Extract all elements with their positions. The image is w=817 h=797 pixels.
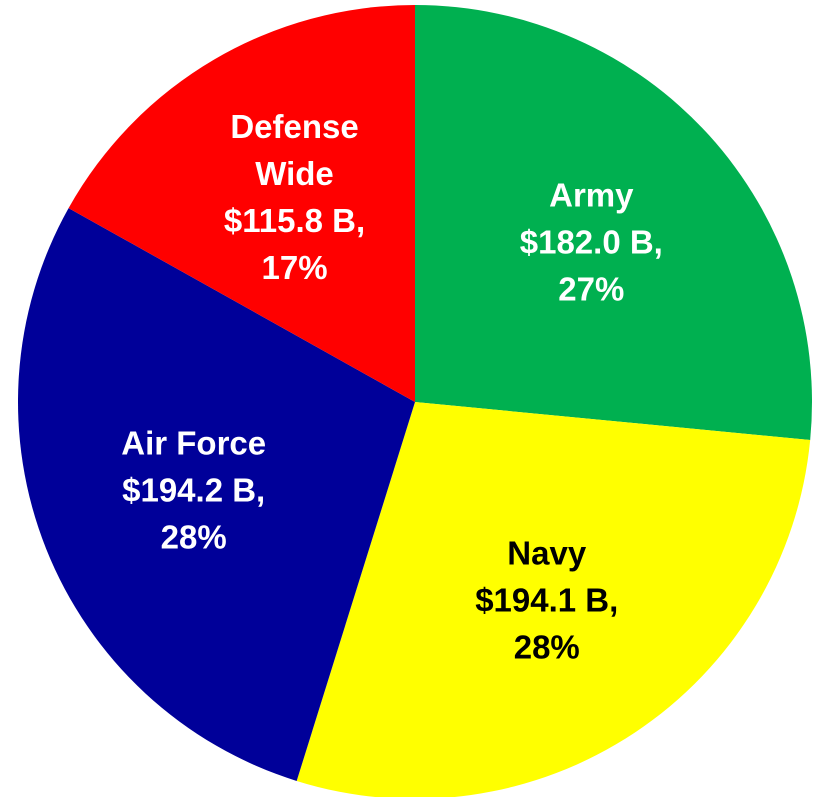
- value-label: $182.0 B,: [519, 223, 663, 261]
- category-label: Air Force: [121, 424, 267, 462]
- slice-label: Defense Wide $115.8 B, 17%: [187, 103, 402, 291]
- category-label: Defense Wide: [230, 107, 359, 192]
- category-label: Army: [549, 176, 634, 214]
- percent-label: 17%: [261, 248, 328, 286]
- percent-label: 28%: [513, 628, 580, 666]
- percent-label: 27%: [558, 270, 625, 308]
- slice-label: Navy $194.1 B, 28%: [439, 530, 654, 671]
- category-label: Navy: [507, 534, 587, 572]
- value-label: $194.1 B,: [475, 581, 619, 619]
- value-label: $194.2 B,: [122, 471, 266, 509]
- percent-label: 28%: [160, 518, 227, 556]
- pie-slice: [415, 5, 812, 441]
- pie-slice: [18, 208, 416, 781]
- slice-label: Air Force $194.2 B, 28%: [86, 420, 301, 561]
- slice-label: Army $182.0 B, 27%: [484, 171, 699, 312]
- value-label: $115.8 B,: [223, 201, 366, 239]
- pie-slice: [296, 402, 811, 797]
- pie-slice: [68, 5, 415, 402]
